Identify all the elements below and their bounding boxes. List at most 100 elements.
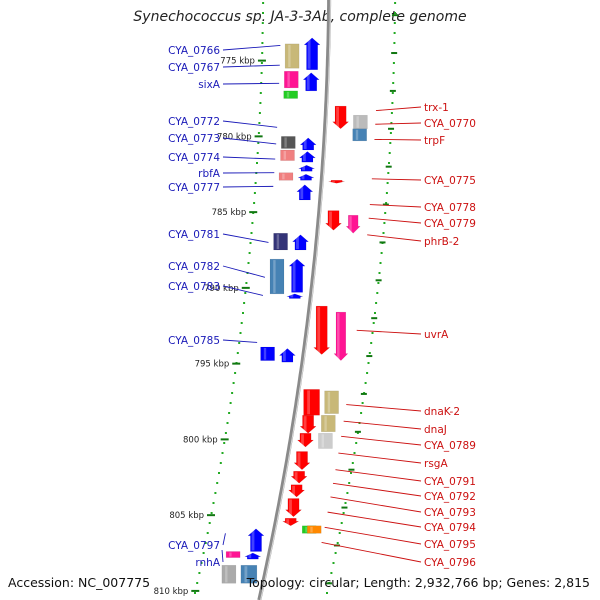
track-dot: [261, 22, 264, 24]
gene-feature-shine: [251, 529, 255, 551]
gene-label-cya-0792[interactable]: CYA_0792: [424, 491, 476, 503]
gene-feature[interactable]: [284, 70, 299, 89]
track-dot: [394, 2, 397, 4]
gene-feature[interactable]: [306, 525, 322, 534]
gene-label-cya-0789[interactable]: CYA_0789: [424, 440, 476, 452]
gene-feature[interactable]: [352, 128, 367, 142]
track-dot: [382, 232, 385, 234]
gene-label-cya-0778[interactable]: CYA_0778: [424, 202, 476, 214]
gene-feature[interactable]: [318, 433, 333, 449]
gene-feature[interactable]: [244, 552, 261, 560]
gene-label-uvra[interactable]: uvrA: [424, 329, 449, 341]
gene-feature[interactable]: [288, 258, 306, 293]
gene-label-dnaj[interactable]: dnaJ: [424, 424, 447, 436]
gene-label-cya-0779[interactable]: CYA_0779: [424, 218, 476, 230]
gene-feature-shine: [286, 519, 290, 525]
gene-label-cya-0783[interactable]: CYA_0783: [168, 281, 220, 293]
gene-feature[interactable]: [299, 137, 317, 151]
gene-feature[interactable]: [284, 43, 300, 69]
gene-feature[interactable]: [298, 164, 315, 172]
gene-label-trx-1[interactable]: trx-1: [424, 102, 449, 114]
gene-feature[interactable]: [302, 72, 320, 92]
track-dot: [219, 462, 222, 464]
gene-feature[interactable]: [321, 414, 336, 433]
gene-label-cya-0793[interactable]: CYA_0793: [424, 507, 476, 519]
gene-label-cya-0782[interactable]: CYA_0782: [168, 261, 220, 273]
gene-feature[interactable]: [283, 90, 298, 99]
gene-label-sixa[interactable]: sixA: [198, 79, 221, 91]
gene-feature-shine: [225, 566, 228, 583]
gene-label-cya-0796[interactable]: CYA_0796: [424, 557, 476, 569]
gene-feature[interactable]: [291, 234, 310, 251]
gene-label-cya-0774[interactable]: CYA_0774: [168, 152, 220, 164]
gene-feature-shine: [287, 72, 290, 87]
gene-feature[interactable]: [286, 293, 303, 299]
track-dot: [385, 192, 388, 194]
gene-feature[interactable]: [287, 484, 306, 498]
gene-feature[interactable]: [273, 233, 288, 251]
gene-label-cya-0791[interactable]: CYA_0791: [424, 476, 476, 488]
gene-feature-shine: [286, 91, 290, 98]
gene-feature[interactable]: [260, 346, 275, 361]
gene-feature[interactable]: [290, 470, 308, 484]
gene-label-cya-0775[interactable]: CYA_0775: [424, 175, 476, 187]
gene-feature[interactable]: [299, 414, 317, 434]
gene-label-cya-0772[interactable]: CYA_0772: [168, 116, 220, 128]
gene-feature[interactable]: [284, 498, 303, 518]
gene-feature[interactable]: [269, 258, 285, 295]
gene-label-cya-0795[interactable]: CYA_0795: [424, 539, 476, 551]
leader-line: [221, 549, 224, 563]
gene-feature[interactable]: [278, 348, 297, 363]
track-dot: [330, 572, 333, 574]
gene-feature[interactable]: [281, 136, 296, 149]
kbp-tick-label: 795 kbp: [195, 360, 230, 370]
track-dot: [370, 342, 373, 344]
gene-label-cya-0794[interactable]: CYA_0794: [424, 522, 476, 534]
gene-feature[interactable]: [297, 173, 315, 181]
track-dot: [389, 142, 392, 144]
gene-feature[interactable]: [345, 214, 361, 234]
gene-feature[interactable]: [278, 172, 294, 181]
gene-feature[interactable]: [298, 151, 317, 163]
gene-label-cya-0781[interactable]: CYA_0781: [168, 229, 220, 241]
gene-label-trpf[interactable]: trpF: [424, 135, 445, 147]
gene-label-dnak-2[interactable]: dnaK-2: [424, 406, 460, 418]
gene-feature-shine: [289, 499, 292, 516]
gene-label-cya-0785[interactable]: CYA_0785: [168, 335, 220, 347]
gene-feature[interactable]: [324, 390, 339, 414]
gene-feature[interactable]: [293, 451, 311, 471]
gene-feature-shine: [244, 566, 248, 583]
gene-feature[interactable]: [221, 564, 237, 584]
gene-feature[interactable]: [303, 37, 321, 70]
gene-feature[interactable]: [281, 517, 300, 527]
gene-label-cya-0770[interactable]: CYA_0770: [424, 118, 476, 130]
gene-feature[interactable]: [240, 564, 258, 584]
track-dot: [224, 432, 227, 434]
gene-feature[interactable]: [331, 105, 350, 130]
gene-feature[interactable]: [353, 114, 368, 130]
gene-feature[interactable]: [296, 433, 315, 448]
gene-feature[interactable]: [324, 210, 343, 231]
gene-feature[interactable]: [303, 389, 320, 416]
gene-label-cya-0797[interactable]: CYA_0797: [168, 540, 220, 552]
gene-feature[interactable]: [247, 528, 265, 552]
gene-label-rbfa[interactable]: rbfA: [198, 168, 221, 180]
kbp-tick-label: 775 kbp: [220, 57, 255, 67]
gene-label-cya-0766[interactable]: CYA_0766: [168, 45, 220, 57]
gene-feature[interactable]: [333, 311, 349, 361]
kbp-tick-label: 780 kbp: [217, 132, 252, 142]
gene-feature[interactable]: [280, 149, 295, 161]
track-dot: [259, 92, 262, 94]
gene-label-cya-0777[interactable]: CYA_0777: [168, 182, 220, 194]
leader-line: [222, 285, 264, 296]
gene-label-cya-0767[interactable]: CYA_0767: [168, 62, 220, 74]
gene-feature[interactable]: [296, 184, 314, 201]
gene-feature[interactable]: [313, 305, 331, 355]
gene-label-phrb-2[interactable]: phrB-2: [424, 236, 459, 248]
gene-label-rsga[interactable]: rsgA: [424, 458, 448, 470]
gene-feature[interactable]: [328, 180, 345, 184]
gene-label-rnha[interactable]: rnhA: [195, 557, 220, 569]
gene-label-cya-0773[interactable]: CYA_0773: [168, 133, 220, 145]
gene-feature[interactable]: [225, 551, 241, 558]
